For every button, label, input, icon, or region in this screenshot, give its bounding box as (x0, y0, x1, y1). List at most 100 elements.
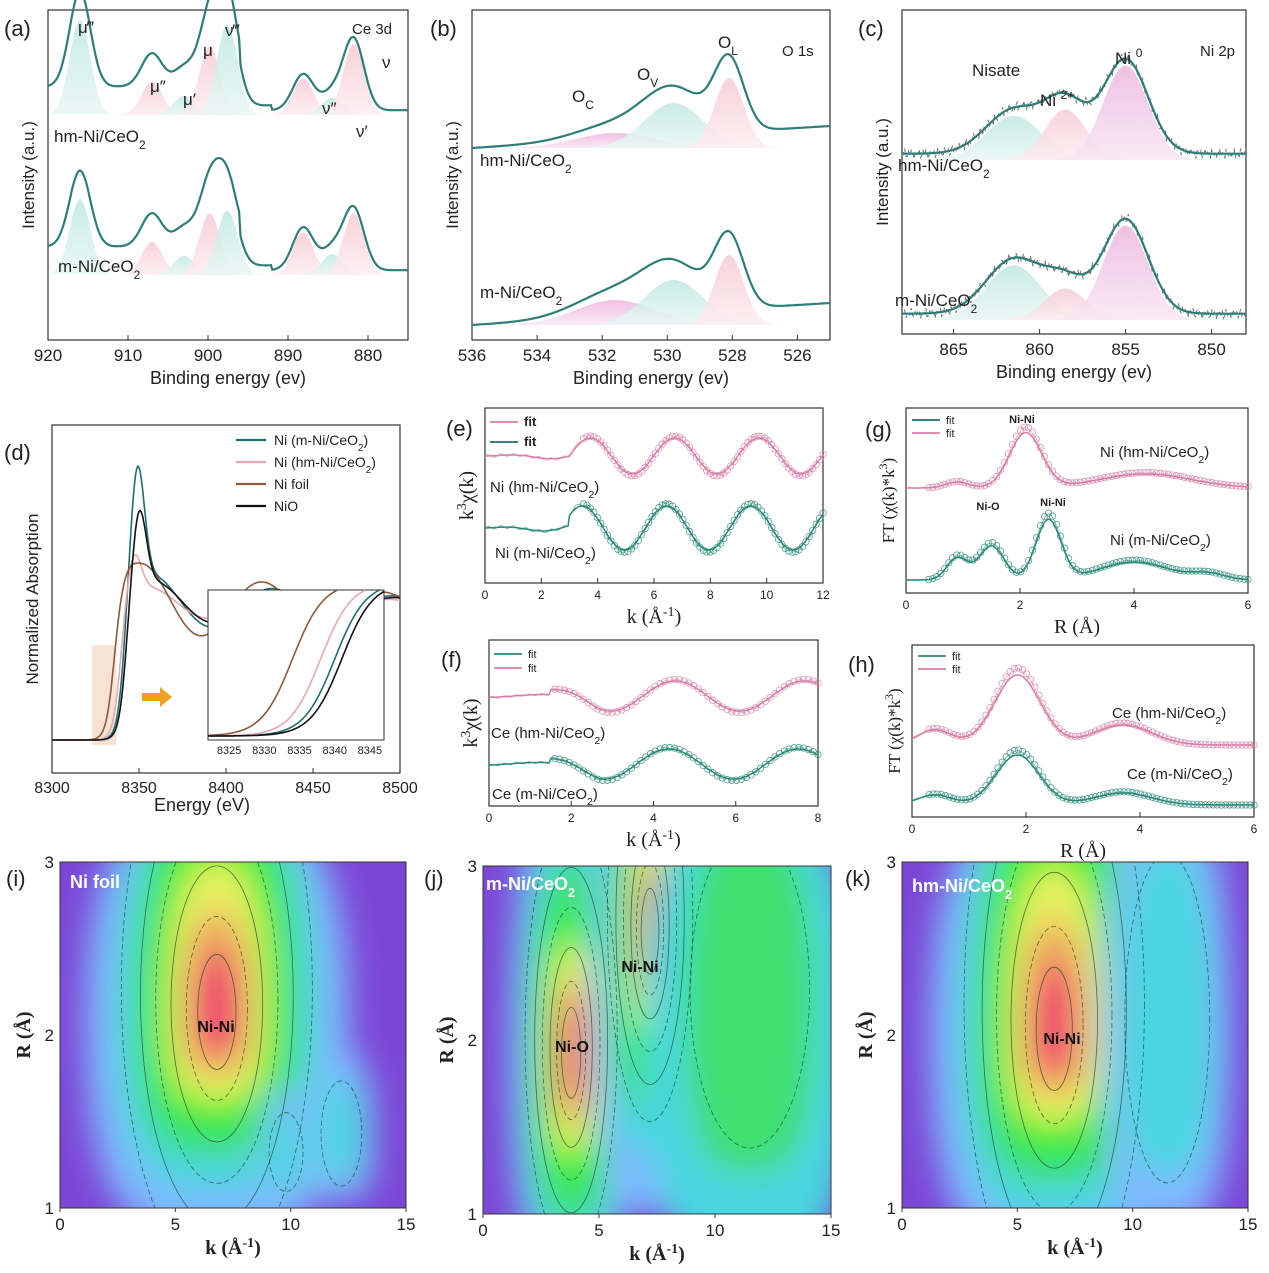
data-point (627, 764, 636, 772)
x-tick-label: 8400 (208, 780, 244, 797)
data-point (1124, 469, 1132, 478)
data-point (706, 469, 714, 478)
data-point (661, 677, 669, 686)
data-point (675, 745, 683, 754)
data-point (1148, 793, 1157, 801)
data-point (1177, 799, 1185, 807)
data-point (757, 432, 766, 441)
panel-label: (a) (4, 16, 31, 41)
data-point (618, 706, 626, 714)
data-point (551, 685, 559, 693)
data-point (1201, 801, 1209, 809)
data-point (1124, 556, 1132, 565)
data-point (642, 690, 650, 698)
data-line (484, 502, 824, 554)
x-tick-label: 8300 (34, 780, 70, 797)
y-axis-label: Intensity (a.u.) (873, 118, 892, 226)
panel-a: hm-Ni/CeO2 m-Ni/CeO2 μ‴ μ″ μ′ μ ν‴ ν″ ν′ ν Ce 3d (a… (4, 0, 409, 388)
data-point (1112, 559, 1120, 567)
data-point (1040, 452, 1049, 461)
data-point (771, 445, 779, 453)
data-point (925, 484, 933, 492)
component-peak (472, 255, 830, 325)
data-point (689, 448, 697, 456)
data-point (706, 548, 714, 556)
x-tick-label: 530 (653, 346, 681, 365)
data-point (969, 481, 977, 489)
fit-envelope-0 (902, 57, 1246, 155)
data-point (656, 745, 664, 753)
data-point (1144, 468, 1152, 477)
data-point (949, 730, 958, 739)
data-point (579, 500, 588, 508)
data-point (925, 725, 933, 733)
component-peak (48, 81, 408, 115)
data-point (802, 538, 810, 546)
data-point (1014, 746, 1023, 754)
data-point (632, 697, 640, 705)
data-point (644, 459, 653, 467)
data-point (733, 511, 742, 519)
panel-f: Ce (hm-Ni/CeO2) Ce (m-Ni/CeO2) fit fit (f) 0 2… (441, 639, 822, 851)
data-point (1075, 796, 1084, 804)
data-point (589, 773, 597, 781)
data-point (929, 724, 937, 733)
data-point (656, 680, 664, 688)
data-point (819, 451, 827, 459)
x-tick-label: 0 (909, 822, 916, 836)
data-point (809, 526, 817, 535)
contour-line (1035, 966, 1073, 1091)
panel-title: O 1s (782, 43, 814, 60)
data-point (1068, 561, 1077, 570)
x-tick-label: 0 (55, 1215, 64, 1234)
data-point (1200, 477, 1208, 485)
x-tick-label: 15 (822, 1221, 841, 1240)
panel-label: (k) (845, 866, 871, 891)
x-axis-label: k (Å-1) (1047, 1236, 1103, 1260)
data-point (790, 744, 798, 752)
data-point (1156, 732, 1165, 740)
data-point (709, 696, 717, 704)
data-point (661, 744, 669, 752)
data-point (1160, 562, 1168, 571)
data-point (1156, 795, 1165, 804)
y-axis-label: R (Å) (854, 1011, 877, 1058)
x-tick-label: 6 (1251, 822, 1258, 836)
data-point (941, 792, 949, 800)
data-point (992, 472, 1001, 481)
x-tick-label: 10 (760, 588, 774, 602)
panel-label: (c) (858, 16, 884, 41)
data-point (1026, 676, 1035, 684)
data-point (1116, 558, 1124, 566)
data-point (791, 470, 800, 478)
y-axis-label: R (Å) (12, 1011, 35, 1058)
data-point (699, 546, 707, 554)
inset-tick-label: 8345 (358, 745, 382, 757)
data-point (1108, 472, 1116, 480)
data-point (785, 547, 793, 555)
data-point (704, 692, 712, 701)
x-tick-label: 4 (650, 811, 657, 825)
data-point (1096, 725, 1104, 733)
data-point (675, 676, 683, 684)
data-point (1032, 534, 1041, 542)
data-point (981, 543, 989, 551)
data-point (1092, 475, 1101, 484)
data-point (1140, 557, 1148, 565)
data-point (723, 776, 731, 784)
x-tick-label: 0 (486, 811, 493, 825)
data-point (814, 750, 822, 759)
data-point (785, 745, 793, 753)
data-point (1136, 790, 1144, 798)
data-point (716, 539, 725, 548)
data-point (622, 768, 631, 776)
component-peak (472, 103, 830, 148)
panel-label: (e) (446, 416, 473, 441)
data-point (1161, 733, 1169, 742)
x-tick-label: 4 (1131, 598, 1138, 612)
heatmap-annotation: Ni-Ni (197, 1019, 234, 1036)
data-point (1088, 566, 1097, 575)
data-point (1100, 723, 1108, 732)
